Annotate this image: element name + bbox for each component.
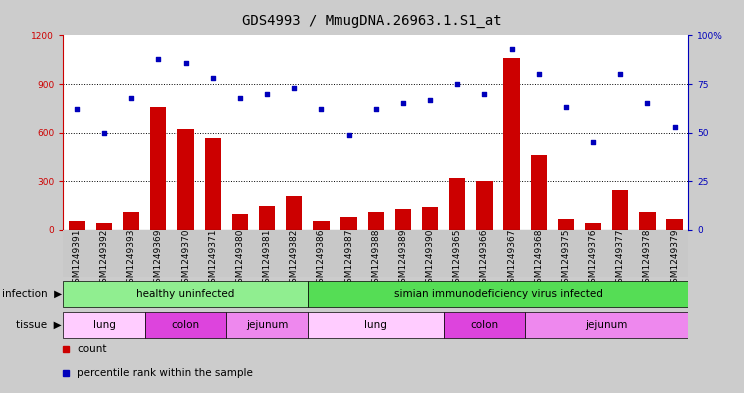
Point <box>234 94 246 101</box>
Bar <box>286 196 302 230</box>
Bar <box>639 212 655 230</box>
Bar <box>443 312 525 338</box>
Bar <box>205 138 221 230</box>
Bar <box>123 212 139 230</box>
Point <box>560 104 572 110</box>
Bar <box>226 312 308 338</box>
Bar <box>558 219 574 230</box>
Text: jejunum: jejunum <box>586 320 628 330</box>
Text: colon: colon <box>470 320 498 330</box>
Bar <box>150 107 167 230</box>
Bar <box>476 181 493 230</box>
Point <box>424 96 436 103</box>
Bar <box>504 58 520 230</box>
Point <box>125 94 137 101</box>
Bar <box>368 212 384 230</box>
Point <box>261 90 273 97</box>
Point <box>98 129 110 136</box>
Point <box>452 81 464 87</box>
Bar <box>145 312 226 338</box>
Point <box>288 85 300 91</box>
Point <box>506 46 518 52</box>
Bar <box>395 209 411 230</box>
Bar <box>308 312 443 338</box>
Point <box>669 124 681 130</box>
Point <box>397 100 409 107</box>
Bar <box>525 312 688 338</box>
Bar <box>667 219 683 230</box>
Bar <box>68 221 85 230</box>
Text: GDS4993 / MmugDNA.26963.1.S1_at: GDS4993 / MmugDNA.26963.1.S1_at <box>243 14 501 28</box>
Bar <box>231 214 248 230</box>
Point <box>370 106 382 112</box>
Text: infection  ▶: infection ▶ <box>1 289 62 299</box>
Bar <box>449 178 466 230</box>
Bar <box>63 281 308 307</box>
Bar <box>612 190 629 230</box>
Point <box>153 55 164 62</box>
Point <box>315 106 327 112</box>
Point <box>641 100 653 107</box>
Bar <box>259 206 275 230</box>
Text: simian immunodeficiency virus infected: simian immunodeficiency virus infected <box>394 289 603 299</box>
Bar <box>96 223 112 230</box>
Point <box>342 131 354 138</box>
Point <box>71 106 83 112</box>
Bar <box>313 221 330 230</box>
Point <box>207 75 219 81</box>
Point <box>533 71 545 77</box>
Point <box>587 139 599 145</box>
Text: count: count <box>77 344 106 354</box>
Point <box>615 71 626 77</box>
Point <box>478 90 490 97</box>
Bar <box>177 129 193 230</box>
Text: lung: lung <box>92 320 115 330</box>
Bar <box>308 281 688 307</box>
Text: tissue  ▶: tissue ▶ <box>16 320 62 330</box>
Bar <box>422 207 438 230</box>
Bar <box>63 312 145 338</box>
Text: jejunum: jejunum <box>246 320 288 330</box>
Bar <box>530 155 547 230</box>
Text: colon: colon <box>171 320 199 330</box>
Bar <box>585 223 601 230</box>
Text: healthy uninfected: healthy uninfected <box>136 289 234 299</box>
Text: lung: lung <box>365 320 387 330</box>
Text: percentile rank within the sample: percentile rank within the sample <box>77 367 253 378</box>
Point <box>179 59 191 66</box>
Bar <box>341 217 356 230</box>
